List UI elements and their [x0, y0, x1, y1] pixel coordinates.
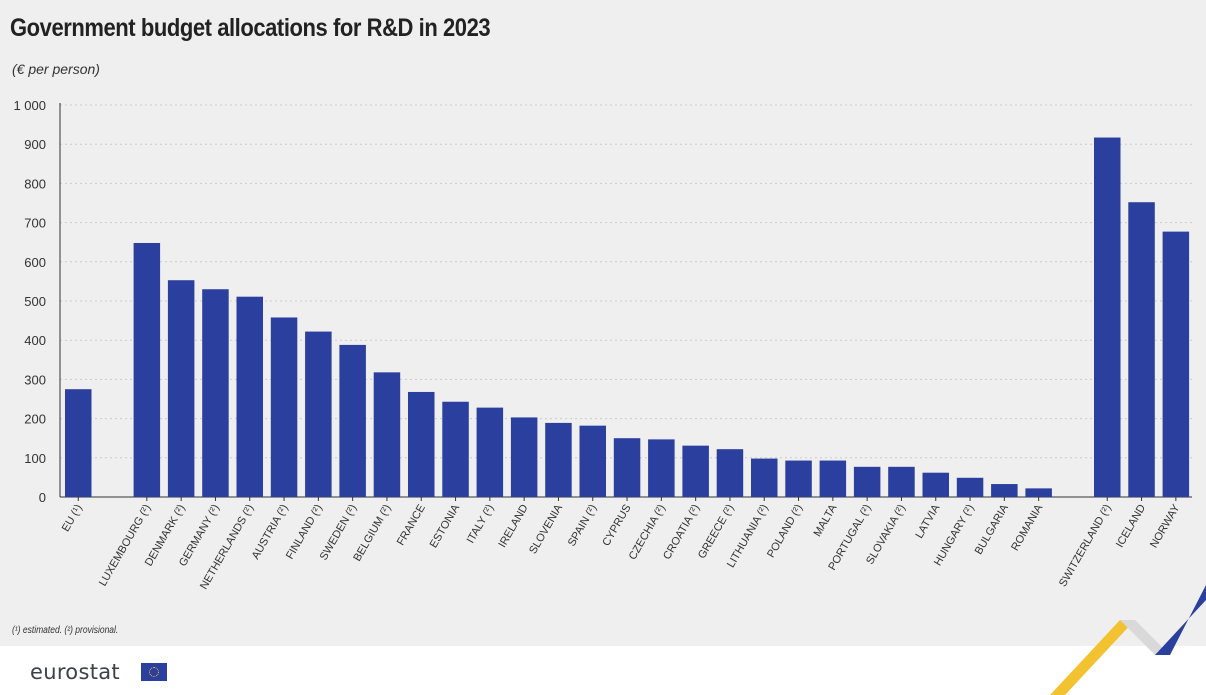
bar [545, 422, 572, 497]
chart-subtitle: (€ per person) [12, 61, 100, 77]
yellow-stripe [1050, 620, 1135, 695]
y-tick-label: 500 [24, 294, 46, 309]
bar [819, 460, 847, 497]
eurostat-logo: eurostat [30, 660, 120, 684]
bar [991, 484, 1018, 497]
bar [167, 280, 195, 497]
x-tick-label: ROMANIA [1009, 502, 1045, 553]
y-tick-label: 1 000 [13, 98, 46, 113]
bar [682, 445, 709, 497]
bar [236, 296, 263, 497]
x-tick-label: SPAIN (²) [566, 503, 600, 549]
chart-title: Government budget allocations for R&D in… [10, 14, 491, 42]
blue-stripe [1155, 585, 1206, 655]
bar [853, 466, 881, 497]
bar [888, 466, 915, 497]
bar [1025, 488, 1052, 497]
bar [270, 317, 298, 497]
bar [202, 289, 229, 497]
x-tick-label: BULGARIA [973, 502, 1012, 557]
footnote: (¹) estimated. (²) provisional. [12, 625, 119, 636]
bar [305, 331, 332, 497]
y-tick-label: 600 [24, 255, 46, 270]
x-tick-label: EU (¹) [60, 503, 85, 534]
x-tick-label: BELGIUM (²) [351, 503, 393, 564]
bar [1094, 137, 1121, 497]
x-tick-label: ITALY (²) [465, 502, 497, 545]
y-tick-label: 0 [39, 490, 46, 505]
y-tick-label: 900 [24, 137, 46, 152]
y-tick-label: 200 [24, 412, 46, 427]
bar [579, 425, 606, 497]
x-tick-label: IRELAND [497, 502, 531, 549]
bar [510, 417, 538, 497]
bar [373, 372, 401, 497]
bar [408, 391, 435, 497]
y-tick-label: 400 [24, 333, 46, 348]
bar [956, 477, 984, 497]
x-tick-label: SLOVENIA [527, 502, 565, 556]
bar [716, 449, 744, 497]
bar-chart: 0 100 200 300 400 500 600 700 800 900 1 000 EU (¹) L… [13, 98, 1192, 592]
x-tick-label: LATVIA [913, 502, 942, 541]
bar [1128, 202, 1155, 497]
bar [65, 389, 92, 497]
x-tick-label: FRANCE [395, 503, 428, 548]
bar [785, 460, 812, 497]
y-tick-label: 700 [24, 216, 46, 231]
x-tick-label: LUXEMBOURG (²) [97, 503, 154, 589]
bar [613, 438, 641, 497]
y-tick-label: 800 [24, 176, 46, 191]
x-tick-label: CYPRUS [600, 503, 633, 549]
bar [133, 242, 161, 497]
bar [751, 458, 778, 497]
bar [442, 401, 469, 497]
x-tick-label: ESTONIA [428, 502, 463, 550]
x-tick-label: POLAND (²) [765, 503, 805, 560]
x-tick-label: ICELAND [1114, 502, 1148, 549]
footer-bar [0, 646, 1206, 695]
x-tick-label: GREECE (²) [696, 503, 737, 561]
x-tick-label: MALTA [812, 502, 840, 539]
bar [339, 344, 366, 497]
bar [476, 407, 504, 497]
bar [922, 472, 949, 497]
grey-stripe [1120, 620, 1170, 655]
y-tick-label: 300 [24, 372, 46, 387]
eu-flag-icon [141, 663, 167, 681]
bar [1162, 231, 1190, 497]
bar [648, 439, 675, 497]
y-tick-label: 100 [24, 451, 46, 466]
x-tick-label: NORWAY [1148, 502, 1183, 550]
decorative-stripes [1050, 585, 1206, 695]
